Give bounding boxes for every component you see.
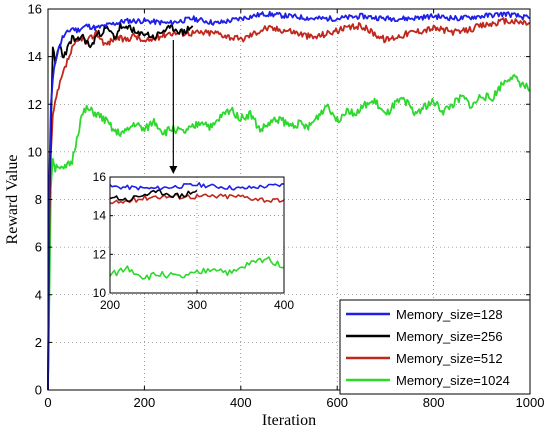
inset-y-tick-labels: 10 12 14 16 — [93, 170, 107, 300]
y-tick-label: 4 — [35, 287, 42, 302]
y-tick-label: 0 — [35, 383, 42, 398]
series-line-memory-size-128 — [47, 10, 531, 391]
x-tick-label: 1000 — [516, 395, 545, 410]
y-tick-label: 8 — [35, 192, 42, 207]
x-axis-title: Iteration — [262, 412, 316, 429]
y-tick-label: 12 — [28, 97, 42, 112]
legend-label-memory-size-128: Memory_size=128 — [396, 307, 503, 322]
inset-series-line-memory-size-256 — [109, 189, 198, 202]
series-line-memory-size-1024 — [47, 74, 531, 391]
inset-x-tick-labels: 200 300 400 — [100, 298, 294, 312]
x-tick-labels: 0 200 400 600 800 1000 — [44, 395, 544, 410]
y-tick-label: 2 — [35, 335, 42, 350]
inset-series-line-memory-size-128 — [109, 182, 284, 191]
inset-zoom-plot: 200 300 400 10 12 14 16 — [93, 170, 295, 312]
y-tick-label: 6 — [35, 240, 42, 255]
main-series-group — [47, 10, 531, 391]
legend: Memory_size=128 Memory_size=256 Memory_siz… — [339, 299, 531, 395]
x-tick-label: 600 — [326, 395, 348, 410]
y-axis-title: Reward Value — [4, 155, 21, 245]
inset-y-tick-label: 16 — [93, 170, 107, 184]
inset-x-tick-label: 200 — [100, 298, 120, 312]
inset-x-tick-label: 400 — [274, 298, 294, 312]
inset-grid — [110, 177, 284, 293]
y-tick-label: 10 — [28, 144, 42, 159]
inset-series-line-memory-size-512 — [109, 193, 285, 205]
zoom-arrow — [169, 39, 178, 174]
x-tick-label: 0 — [44, 395, 51, 410]
legend-label-memory-size-512: Memory_size=512 — [396, 351, 503, 366]
legend-box — [339, 299, 531, 395]
y-tick-label: 14 — [28, 49, 42, 64]
legend-label-memory-size-1024: Memory_size=1024 — [396, 373, 510, 388]
series-line-memory-size-512 — [47, 17, 531, 391]
x-tick-label: 200 — [134, 395, 156, 410]
y-tick-label: 16 — [28, 2, 42, 17]
inset-series-group — [109, 182, 285, 281]
inset-tick-marks — [109, 176, 285, 294]
inset-y-tick-label: 10 — [93, 286, 107, 300]
x-tick-label: 800 — [423, 395, 445, 410]
y-tick-labels: 0 2 4 6 8 10 12 14 16 — [28, 2, 42, 398]
inset-x-tick-label: 300 — [187, 298, 207, 312]
inset-y-tick-label: 14 — [93, 209, 107, 223]
inset-y-tick-label: 12 — [93, 247, 107, 261]
inset-series-line-memory-size-1024 — [109, 256, 285, 281]
x-tick-label: 400 — [230, 395, 252, 410]
legend-label-memory-size-256: Memory_size=256 — [396, 329, 503, 344]
